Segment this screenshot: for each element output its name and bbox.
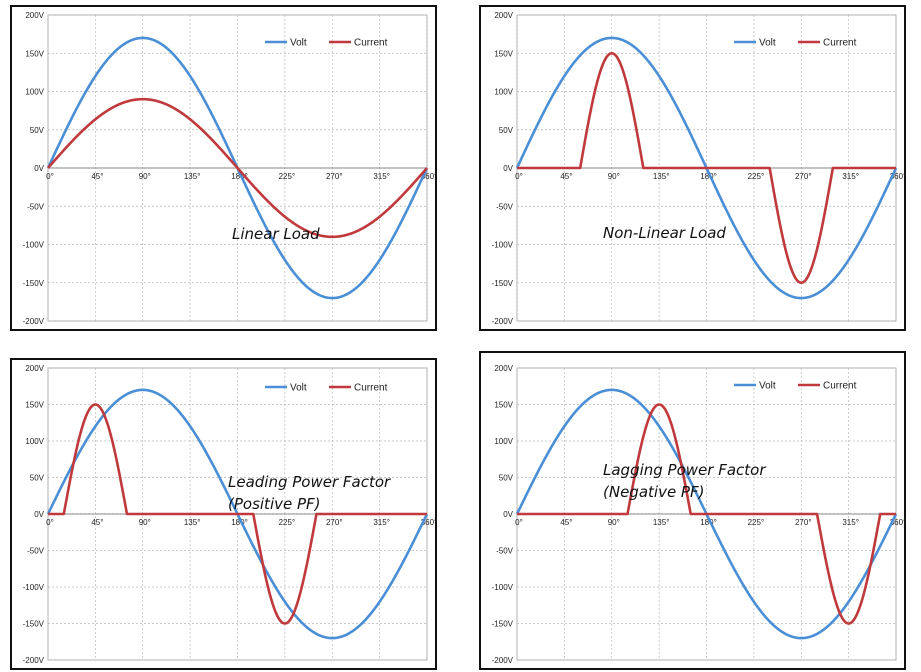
chart-lagging-power-factor: 200V 150V 100V 50V 0V -50V -100V -150V -200V 0° 45… (479, 351, 906, 670)
x-tick-label: 135° (653, 518, 670, 527)
series-line-current (47, 403, 428, 625)
chart-annotation: Lagging Power Factor (603, 461, 766, 479)
x-tick-label: 315° (373, 518, 390, 527)
x-tick-label: 135° (653, 172, 670, 181)
y-tick-label: 100V (494, 437, 513, 446)
x-tick-label: 360° (890, 518, 907, 527)
legend-label-current: Current (354, 383, 388, 394)
x-tick-label: 315° (842, 172, 859, 181)
x-tick-label: 180° (231, 172, 248, 181)
y-tick-label: 0V (503, 510, 513, 519)
y-tick-label: 150V (25, 49, 44, 58)
y-tick-label: 150V (494, 401, 513, 410)
legend-label-volt: Volt (759, 381, 776, 392)
y-tick-label: 0V (34, 510, 44, 519)
chart-panel-leading-pf: 200V 150V 100V 50V 0V -50V -100V -150V -200V 0° 45… (10, 358, 437, 670)
x-tick-label: 0° (46, 518, 54, 527)
x-tick-label: 315° (842, 518, 859, 527)
y-tick-label: 50V (30, 474, 45, 483)
x-tick-label: 180° (231, 518, 248, 527)
x-tick-label: 90° (139, 518, 151, 527)
legend-label-volt: Volt (290, 38, 307, 49)
y-tick-label: 50V (499, 126, 514, 135)
y-tick-label: -50V (496, 547, 514, 556)
y-tick-label: -100V (23, 583, 45, 592)
x-tick-label: 270° (326, 518, 343, 527)
x-tick-label: 360° (890, 172, 907, 181)
y-tick-label: 100V (494, 88, 513, 97)
y-tick-label: -200V (23, 656, 45, 665)
legend-label-current: Current (823, 38, 857, 49)
chart-non-linear-load: 200V 150V 100V 50V 0V -50V -100V -150V -200V 0° 45… (479, 5, 906, 331)
x-tick-label: 360° (421, 518, 438, 527)
x-tick-label: 90° (608, 172, 620, 181)
x-tick-label: 90° (608, 518, 620, 527)
x-tick-label: 270° (795, 518, 812, 527)
x-tick-label: 270° (795, 172, 812, 181)
x-tick-label: 225° (279, 172, 296, 181)
y-tick-label: -150V (492, 279, 514, 288)
y-tick-label: -50V (27, 547, 45, 556)
x-tick-label: 180° (700, 172, 717, 181)
x-tick-label: 0° (46, 172, 54, 181)
y-tick-label: 200V (25, 11, 44, 20)
x-tick-label: 45° (560, 172, 572, 181)
y-tick-label: 100V (25, 88, 44, 97)
y-tick-label: -200V (492, 656, 514, 665)
x-tick-label: 45° (560, 518, 572, 527)
x-tick-label: 135° (184, 172, 201, 181)
x-tick-label: 225° (748, 172, 765, 181)
y-tick-label: -150V (492, 620, 514, 629)
y-tick-label: -100V (492, 583, 514, 592)
series-line-current (516, 51, 897, 285)
y-tick-label: -200V (23, 317, 45, 326)
chart-annotation: Leading Power Factor (228, 473, 391, 491)
x-tick-label: 315° (373, 172, 390, 181)
x-tick-label: 180° (700, 518, 717, 527)
x-tick-label: 225° (748, 518, 765, 527)
x-tick-label: 360° (421, 172, 438, 181)
x-tick-label: 0° (515, 172, 523, 181)
x-tick-label: 0° (515, 518, 523, 527)
chart-annotation: (Positive PF) (228, 495, 321, 513)
y-tick-label: -50V (496, 202, 514, 211)
y-tick-label: 200V (25, 364, 44, 373)
y-tick-label: 0V (34, 164, 44, 173)
x-tick-label: 45° (91, 518, 103, 527)
chart-panel-lagging-pf: 200V 150V 100V 50V 0V -50V -100V -150V -200V 0° 45… (479, 351, 906, 670)
y-tick-label: 0V (503, 164, 513, 173)
legend-label-volt: Volt (290, 383, 307, 394)
legend-label-current: Current (823, 381, 857, 392)
x-tick-label: 135° (184, 518, 201, 527)
chart-annotation: (Negative PF) (603, 483, 704, 501)
y-tick-label: -150V (23, 620, 45, 629)
y-tick-label: 150V (494, 49, 513, 58)
series-line-current (516, 403, 897, 625)
y-tick-label: -200V (492, 317, 514, 326)
y-tick-label: -100V (23, 241, 45, 250)
y-tick-label: 150V (25, 401, 44, 410)
x-tick-label: 225° (279, 518, 296, 527)
chart-panel-linear-load: 200V 150V 100V 50V 0V -50V -100V -150V -200V 0° 45… (10, 5, 437, 331)
x-tick-label: 45° (91, 172, 103, 181)
y-tick-label: -50V (27, 202, 45, 211)
y-tick-label: 200V (494, 364, 513, 373)
y-tick-label: 200V (494, 11, 513, 20)
chart-annotation: Linear Load (232, 225, 320, 243)
y-tick-label: 50V (30, 126, 45, 135)
chart-leading-power-factor: 200V 150V 100V 50V 0V -50V -100V -150V -200V 0° 45… (10, 358, 437, 670)
chart-annotation: Non-Linear Load (603, 224, 726, 242)
series-line-current (47, 97, 428, 239)
chart-panel-non-linear-load: 200V 150V 100V 50V 0V -50V -100V -150V -200V 0° 45… (479, 5, 906, 331)
x-tick-label: 90° (139, 172, 151, 181)
chart-linear-load: 200V 150V 100V 50V 0V -50V -100V -150V -200V 0° 45… (10, 5, 437, 331)
y-tick-label: 100V (25, 437, 44, 446)
legend-label-volt: Volt (759, 38, 776, 49)
y-tick-label: 50V (499, 474, 514, 483)
legend-label-current: Current (354, 38, 388, 49)
x-tick-label: 270° (326, 172, 343, 181)
y-tick-label: -150V (23, 279, 45, 288)
y-tick-label: -100V (492, 241, 514, 250)
